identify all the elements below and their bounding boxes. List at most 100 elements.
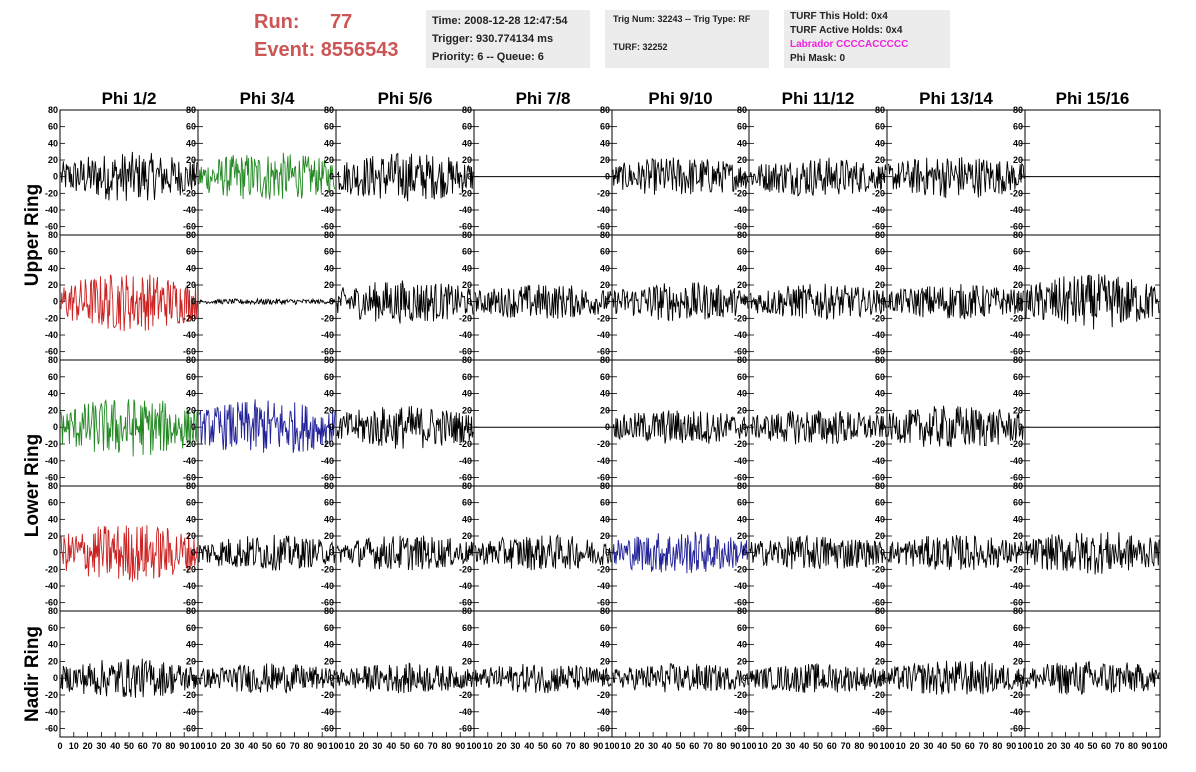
y-tick-label: 0 [53, 673, 58, 683]
y-tick-label: -60 [734, 222, 747, 232]
y-tick-label: 80 [875, 355, 885, 365]
y-tick-label: -60 [183, 347, 196, 357]
y-tick-label: 20 [462, 405, 472, 415]
y-tick-label: 20 [462, 531, 472, 541]
y-tick-label: 60 [737, 372, 747, 382]
y-tick-label: -20 [1010, 313, 1023, 323]
y-tick-label: -40 [321, 456, 334, 466]
y-tick-label: -60 [183, 724, 196, 734]
y-tick-label: 40 [1013, 138, 1023, 148]
run-event-title: Run: 77 Event: 8556543 [254, 8, 399, 64]
plot-frame [1024, 359, 1161, 487]
plot-frame [1024, 109, 1161, 236]
y-tick-label: -60 [45, 473, 58, 483]
y-tick-label: 40 [186, 138, 196, 148]
column-header: Phi 15/16 [1056, 89, 1130, 108]
y-tick-label: 60 [48, 122, 58, 132]
y-tick-label: 0 [605, 172, 610, 182]
y-tick-label: 80 [48, 230, 58, 240]
labrador-text: Labrador CCCCACCCCC [790, 39, 909, 50]
y-tick-label: 0 [880, 422, 885, 432]
y-tick-label: 80 [737, 481, 747, 491]
y-tick-label: 80 [462, 606, 472, 616]
y-tick-label: 0 [1018, 673, 1023, 683]
y-tick-label: -20 [872, 313, 885, 323]
waveform-trace [60, 151, 198, 201]
y-tick-label: 60 [462, 122, 472, 132]
y-tick-label: 40 [48, 263, 58, 273]
y-tick-label: -20 [459, 188, 472, 198]
x-tick-label: 50 [675, 741, 685, 751]
y-tick-label: 60 [875, 623, 885, 633]
y-tick-label: 40 [875, 640, 885, 650]
y-tick-label: 40 [462, 514, 472, 524]
run-label: Run: [254, 11, 300, 33]
y-tick-label: -40 [597, 581, 610, 591]
y-tick-label: -60 [1010, 347, 1023, 357]
waveform-trace [887, 405, 1025, 448]
event-label: Event: [254, 39, 316, 61]
y-tick-label: 20 [875, 280, 885, 290]
plot-frame [473, 359, 613, 487]
y-tick-label: -60 [321, 347, 334, 357]
y-tick-label: -60 [459, 724, 472, 734]
y-tick-label: -60 [321, 222, 334, 232]
x-tick-label: 100 [604, 741, 619, 751]
x-tick-label: 60 [552, 741, 562, 751]
y-tick-label: -20 [734, 188, 747, 198]
y-tick-label: 0 [329, 422, 334, 432]
y-tick-label: 0 [191, 548, 196, 558]
y-tick-label: 20 [48, 531, 58, 541]
y-tick-label: -20 [45, 564, 58, 574]
trigger-info-panel: Trig Num: 32243 -- Trig Type: RF TURF: 3… [605, 10, 769, 68]
x-tick-label: 40 [524, 741, 534, 751]
y-tick-label: 40 [186, 263, 196, 273]
y-tick-label: 40 [600, 514, 610, 524]
x-tick-label: 80 [854, 741, 864, 751]
y-tick-label: -20 [45, 188, 58, 198]
y-tick-label: 80 [1013, 355, 1023, 365]
y-tick-label: 20 [186, 531, 196, 541]
waveform-trace [1025, 531, 1160, 575]
y-tick-label: 80 [324, 481, 334, 491]
waveform-trace [612, 157, 749, 195]
y-tick-label: -60 [872, 473, 885, 483]
y-tick-label: 60 [600, 498, 610, 508]
y-tick-label: 40 [324, 640, 334, 650]
y-tick-label: 40 [324, 263, 334, 273]
y-tick-label: -20 [872, 188, 885, 198]
y-tick-label: 0 [53, 422, 58, 432]
turf-info-panel: TURF This Hold: 0x4 TURF Active Holds: 0… [784, 10, 950, 68]
x-tick-label: 10 [69, 741, 79, 751]
y-tick-label: 20 [737, 656, 747, 666]
ring-label: Nadir Ring [22, 626, 43, 722]
y-tick-label: -60 [321, 598, 334, 608]
y-tick-label: -60 [1010, 598, 1023, 608]
waveform-trace [749, 663, 887, 693]
y-tick-label: 60 [1013, 122, 1023, 132]
y-tick-label: 0 [880, 172, 885, 182]
y-tick-label: 80 [875, 606, 885, 616]
waveform-trace [612, 663, 749, 693]
y-tick-label: -40 [872, 205, 885, 215]
y-tick-label: 80 [462, 105, 472, 115]
y-tick-label: -60 [734, 473, 747, 483]
y-tick-label: 40 [324, 389, 334, 399]
y-tick-label: -20 [321, 313, 334, 323]
y-tick-label: 60 [875, 247, 885, 257]
y-tick-label: 60 [600, 372, 610, 382]
x-tick-label: 30 [648, 741, 658, 751]
y-tick-label: -40 [183, 581, 196, 591]
y-tick-label: -60 [1010, 724, 1023, 734]
x-tick-label: 60 [1101, 741, 1111, 751]
y-tick-label: -20 [321, 188, 334, 198]
x-tick-label: 60 [138, 741, 148, 751]
y-tick-label: -60 [734, 347, 747, 357]
y-tick-label: -20 [1010, 564, 1023, 574]
y-tick-label: -20 [321, 690, 334, 700]
x-tick-label: 0 [57, 741, 62, 751]
y-tick-label: 60 [600, 247, 610, 257]
y-tick-label: 0 [742, 673, 747, 683]
x-tick-label: 100 [190, 741, 205, 751]
y-tick-label: 60 [48, 372, 58, 382]
